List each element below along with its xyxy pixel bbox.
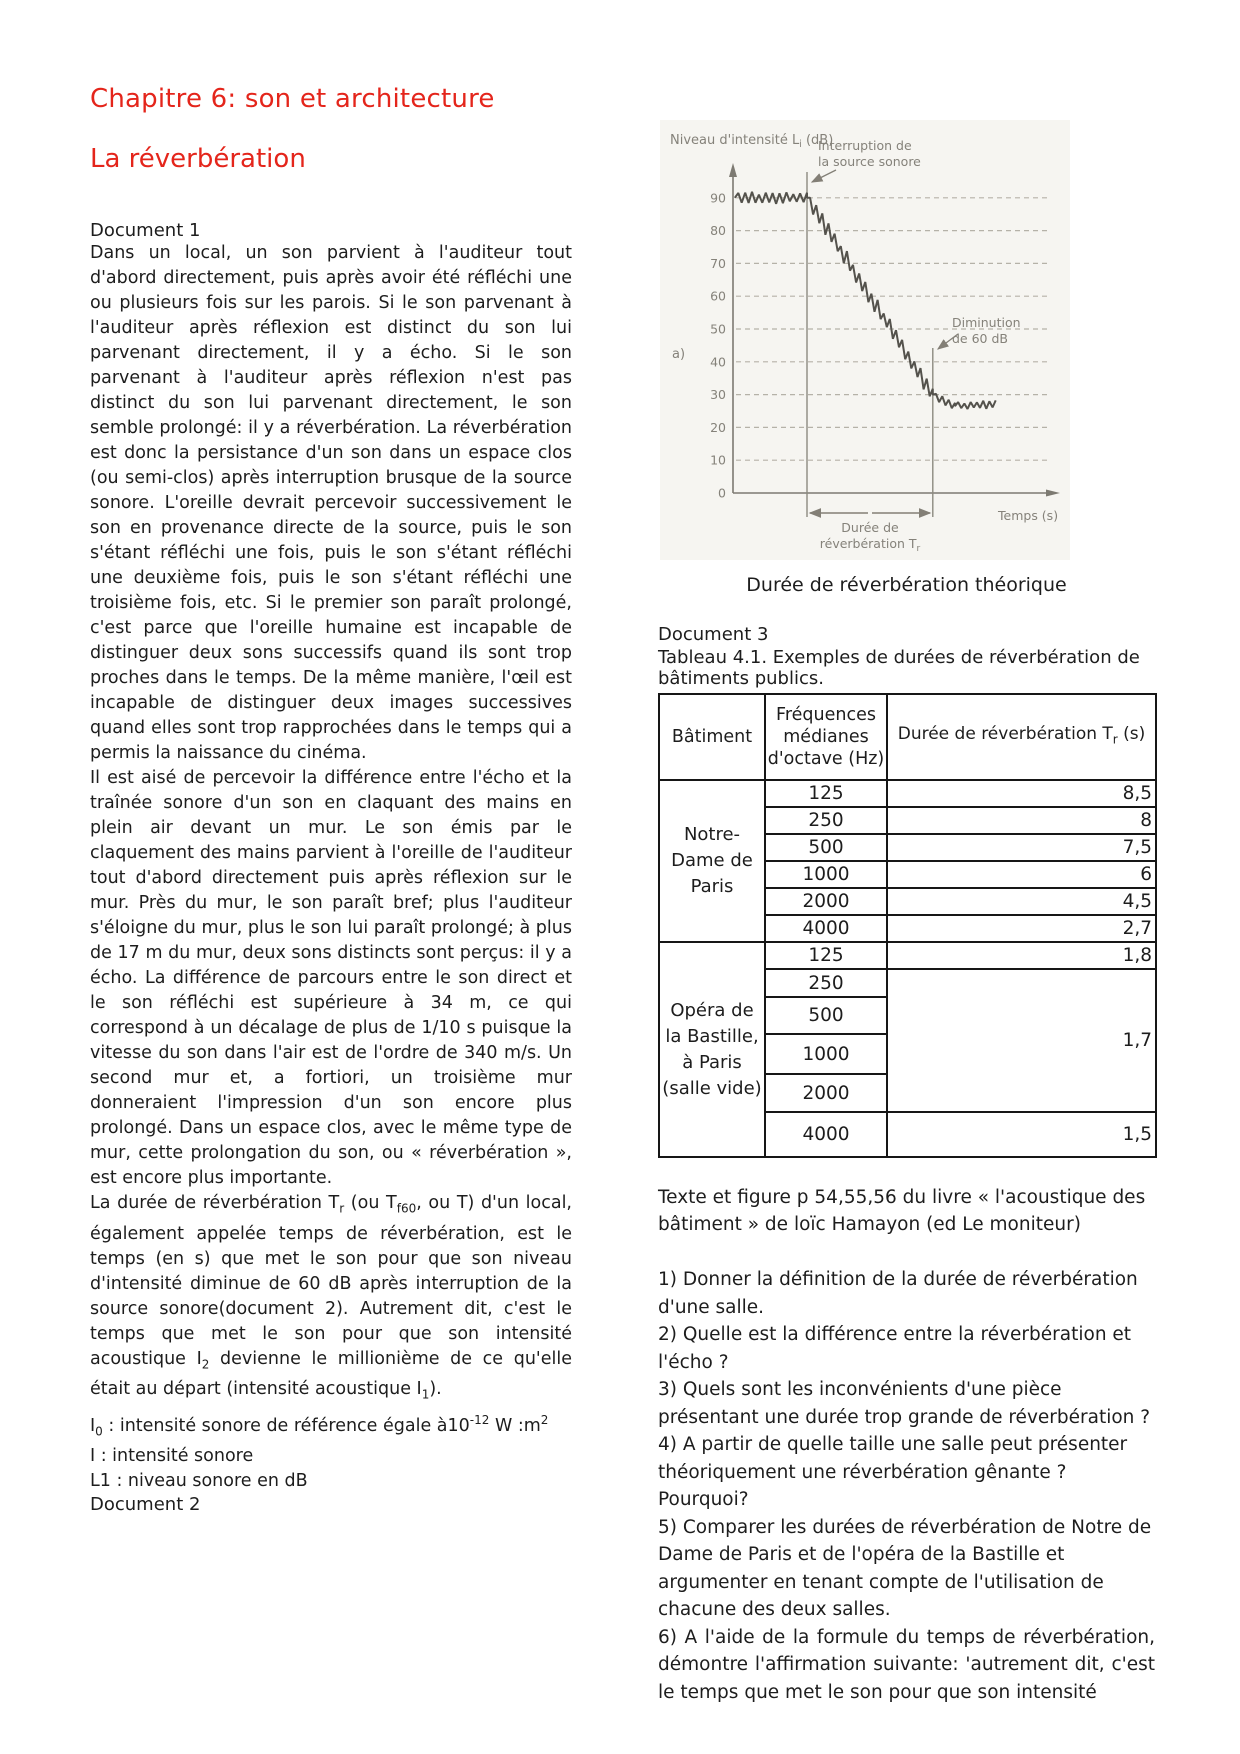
frequency-cell: 1000 (764, 1033, 888, 1075)
question-4: 4) A partir de quelle taille une salle p… (658, 1434, 1128, 1510)
frequency-cell: 2000 (764, 887, 888, 916)
table-title: Tableau 4.1. Exemples de durées de réver… (658, 647, 1140, 689)
duration-cell: 2,7 (886, 914, 1157, 943)
table-row: 4000 1,5 (659, 1111, 1157, 1158)
section-title: La réverbération (90, 144, 306, 174)
question-1: 1) Donner la définition de la durée de r… (658, 1269, 1138, 1318)
y-tick-label: 60 (710, 289, 726, 304)
interruption-annotation: Interruption de la source sonore (818, 138, 921, 169)
duration-annotation: Durée de réverbération Tr (820, 520, 921, 554)
chart-x-axis-title: Temps (s) (997, 508, 1058, 523)
table-row: 1000 (659, 1033, 1156, 1075)
document1-paragraph-1: Dans un local, un son parvient à l'audit… (90, 243, 572, 763)
figure-caption: Durée de réverbération théorique (746, 574, 1067, 596)
chapter-title: Chapitre 6: son et architecture (90, 84, 495, 114)
y-tick-label: 80 (710, 223, 726, 238)
decay-curve (733, 191, 997, 410)
table-row: 500 7,5 (659, 833, 1157, 862)
sound-level-line: L1 : niveau sonore en dB (90, 1470, 308, 1491)
figure-background (660, 120, 1070, 560)
frequency-cell: 125 (764, 779, 888, 808)
frequency-cell: 500 (764, 833, 888, 862)
questions-list: 1) Donner la définition de la durée de r… (658, 1266, 1155, 1706)
frequency-cell: 1000 (764, 860, 888, 889)
y-tick-label: 90 (710, 190, 726, 205)
table-row: 1000 6 (659, 860, 1157, 889)
document2-label: Document 2 (90, 1493, 201, 1515)
y-tick-label: 50 (710, 322, 726, 337)
y-axis-arrow (729, 163, 737, 177)
duration-cell: 6 (886, 860, 1157, 889)
chart-y-axis-title: Niveau d'intensité Li (dB) (670, 133, 833, 150)
duration-cell: 7,5 (886, 833, 1157, 862)
y-tick-label: 30 (710, 387, 726, 402)
y-tick-label: 40 (710, 354, 726, 369)
y-tick-label: 0 (718, 486, 726, 501)
table-row: 250 1,7 (659, 968, 1157, 1113)
reference-intensity-line: I0 : intensité sonore de référence égale… (90, 1412, 549, 1438)
document1-paragraph-2: Il est aisé de percevoir la différence e… (90, 768, 572, 1188)
left-column: Chapitre 6: son et architecture La réver… (90, 70, 572, 1515)
question-3: 3) Quels sont les inconvénients d'une pi… (658, 1379, 1151, 1428)
document1-label: Document 1 (90, 220, 201, 241)
building-cell: Notre-Dame de Paris (658, 779, 766, 943)
duration-cell: 8 (886, 806, 1157, 835)
x-axis-arrow (1046, 489, 1060, 497)
table-row: Notre-Dame de Paris 125 8,5 (658, 779, 1157, 943)
panel-label: a) (672, 347, 685, 362)
frequency-cell: 4000 (764, 1111, 888, 1158)
intensity-line: I : intensité sonore (90, 1445, 254, 1466)
right-column: 0 10 20 30 40 50 60 70 80 90 Niveau d'intensité Li… (658, 120, 1157, 1706)
duration-cell: 4,5 (886, 887, 1157, 916)
table-row: 250 8 (659, 806, 1157, 835)
col-header-1: Bâtiment (658, 693, 766, 781)
table-row: 500 (659, 996, 1156, 1035)
duration-cell: 8,5 (886, 779, 1157, 808)
interruption-arrow (810, 169, 837, 183)
diminution-arrow (936, 333, 959, 350)
y-tick-label: 70 (710, 256, 726, 271)
frequency-cell: 250 (764, 806, 888, 835)
table-header-row: Bâtiment Fréquences médianes d'octave (Hz… (658, 693, 1157, 781)
frequency-cell: 500 (764, 996, 888, 1035)
y-tick-label: 10 (710, 453, 726, 468)
question-6: 6) A l'aide de la formule du temps de ré… (658, 1626, 1155, 1703)
col-header-3: Durée de réverbération Tr (s) (886, 693, 1157, 781)
table-row: 2000 4,5 (659, 887, 1157, 916)
table-row: 4000 2,7 (659, 914, 1157, 943)
diminution-annotation: Diminution de 60 dB (952, 315, 1021, 346)
frequency-cell: 2000 (764, 1073, 888, 1113)
frequency-cell: 250 (764, 968, 888, 998)
frequency-cell: 125 (764, 941, 888, 970)
reverberation-table: Bâtiment Fréquences médianes d'octave (Hz… (658, 693, 1157, 1158)
building-cell: Opéra de la Bastille, à Paris (salle vid… (658, 941, 766, 1158)
question-2: 2) Quelle est la différence entre la rév… (658, 1324, 1132, 1373)
duration-cell: 1,5 (886, 1111, 1157, 1158)
duration-cell: 1,7 (886, 968, 1157, 1113)
document3-label: Document 3 (658, 624, 769, 645)
table-header: Bâtiment Fréquences médianes d'octave (Hz… (658, 693, 1157, 781)
reverb-chart: 0 10 20 30 40 50 60 70 80 90 Niveau d'intensité Li… (660, 120, 1070, 560)
col-header-2: Fréquences médianes d'octave (Hz) (764, 693, 888, 781)
source-note: Texte et figure p 54,55,56 du livre « l'… (658, 1187, 1146, 1235)
y-tick-label: 20 (710, 420, 726, 435)
table-body: Notre-Dame de Paris 125 8,5 250 8 500 7,5 1000 6… (658, 779, 1157, 1158)
frequency-cell: 4000 (764, 914, 888, 943)
question-5: 5) Comparer les durées de réverbération … (658, 1516, 1152, 1621)
duration-cell: 1,8 (886, 941, 1157, 970)
table-row: Opéra de la Bastille, à Paris (salle vid… (658, 941, 1157, 1158)
document1-paragraph-3: La durée de réverbération Tr (ou Tf60, o… (90, 1193, 572, 1402)
table-row: 2000 (659, 1073, 1156, 1113)
